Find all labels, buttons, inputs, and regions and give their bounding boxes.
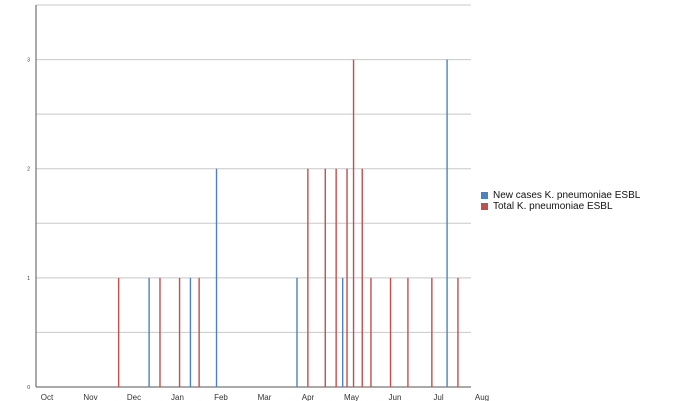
legend-item-total: Total K. pneumoniae ESBL xyxy=(481,201,640,212)
x-tick-label: Jul xyxy=(433,393,443,401)
legend-label-total: Total K. pneumoniae ESBL xyxy=(493,201,613,212)
bar-total xyxy=(361,168,363,387)
x-tick-label: Dec xyxy=(127,393,141,401)
bar-new-cases xyxy=(189,277,192,387)
legend-swatch-new-cases xyxy=(481,192,488,199)
legend-label-new-cases: New cases K. pneumoniae ESBL xyxy=(493,190,641,201)
y-tick-label: 3 xyxy=(27,58,30,64)
bar-total xyxy=(335,168,337,387)
gridlines xyxy=(36,4,471,333)
bar-total xyxy=(407,277,409,387)
bar-total xyxy=(307,168,309,387)
bar-total xyxy=(389,277,392,387)
bar-total xyxy=(352,59,355,387)
legend-swatch-total xyxy=(481,203,488,210)
legend-item-new-cases: New cases K. pneumoniae ESBL xyxy=(481,190,640,201)
bar-total xyxy=(117,277,120,387)
bar-new-cases xyxy=(296,277,298,387)
y-tick-label: 1 xyxy=(27,276,30,282)
bar-new-cases xyxy=(148,277,150,387)
x-tick-label: Oct xyxy=(41,393,54,401)
y-tick-label: 0 xyxy=(27,385,30,391)
bar-total xyxy=(431,277,433,387)
x-tick-label: Mar xyxy=(258,393,272,401)
bar-total xyxy=(457,277,459,387)
bar-new-cases xyxy=(341,277,344,387)
legend: New cases K. pneumoniae ESBL Total K. pn… xyxy=(481,190,640,212)
x-tick-label: Nov xyxy=(83,393,97,401)
bar-new-cases xyxy=(446,59,448,387)
bar-total xyxy=(324,168,326,387)
y-tick-label: 2 xyxy=(27,167,30,173)
bars xyxy=(117,59,459,387)
tick-labels: 0 1 2 3 Oct Nov Dec Jan Feb Mar Apr May Jun Jul Aug xyxy=(27,58,489,401)
axes xyxy=(35,5,471,388)
x-tick-label: Apr xyxy=(302,393,315,401)
bar-total xyxy=(159,277,161,387)
x-tick-label: Aug xyxy=(475,393,489,401)
x-tick-label: Jan xyxy=(171,393,184,401)
x-tick-label: Feb xyxy=(214,393,228,401)
x-tick-label: May xyxy=(344,393,359,401)
x-tick-label: Jun xyxy=(389,393,402,401)
bar-total xyxy=(346,168,348,387)
bar-total xyxy=(370,277,372,387)
bar-new-cases xyxy=(215,168,218,387)
bar-total xyxy=(178,277,181,387)
bar-total xyxy=(198,277,200,387)
